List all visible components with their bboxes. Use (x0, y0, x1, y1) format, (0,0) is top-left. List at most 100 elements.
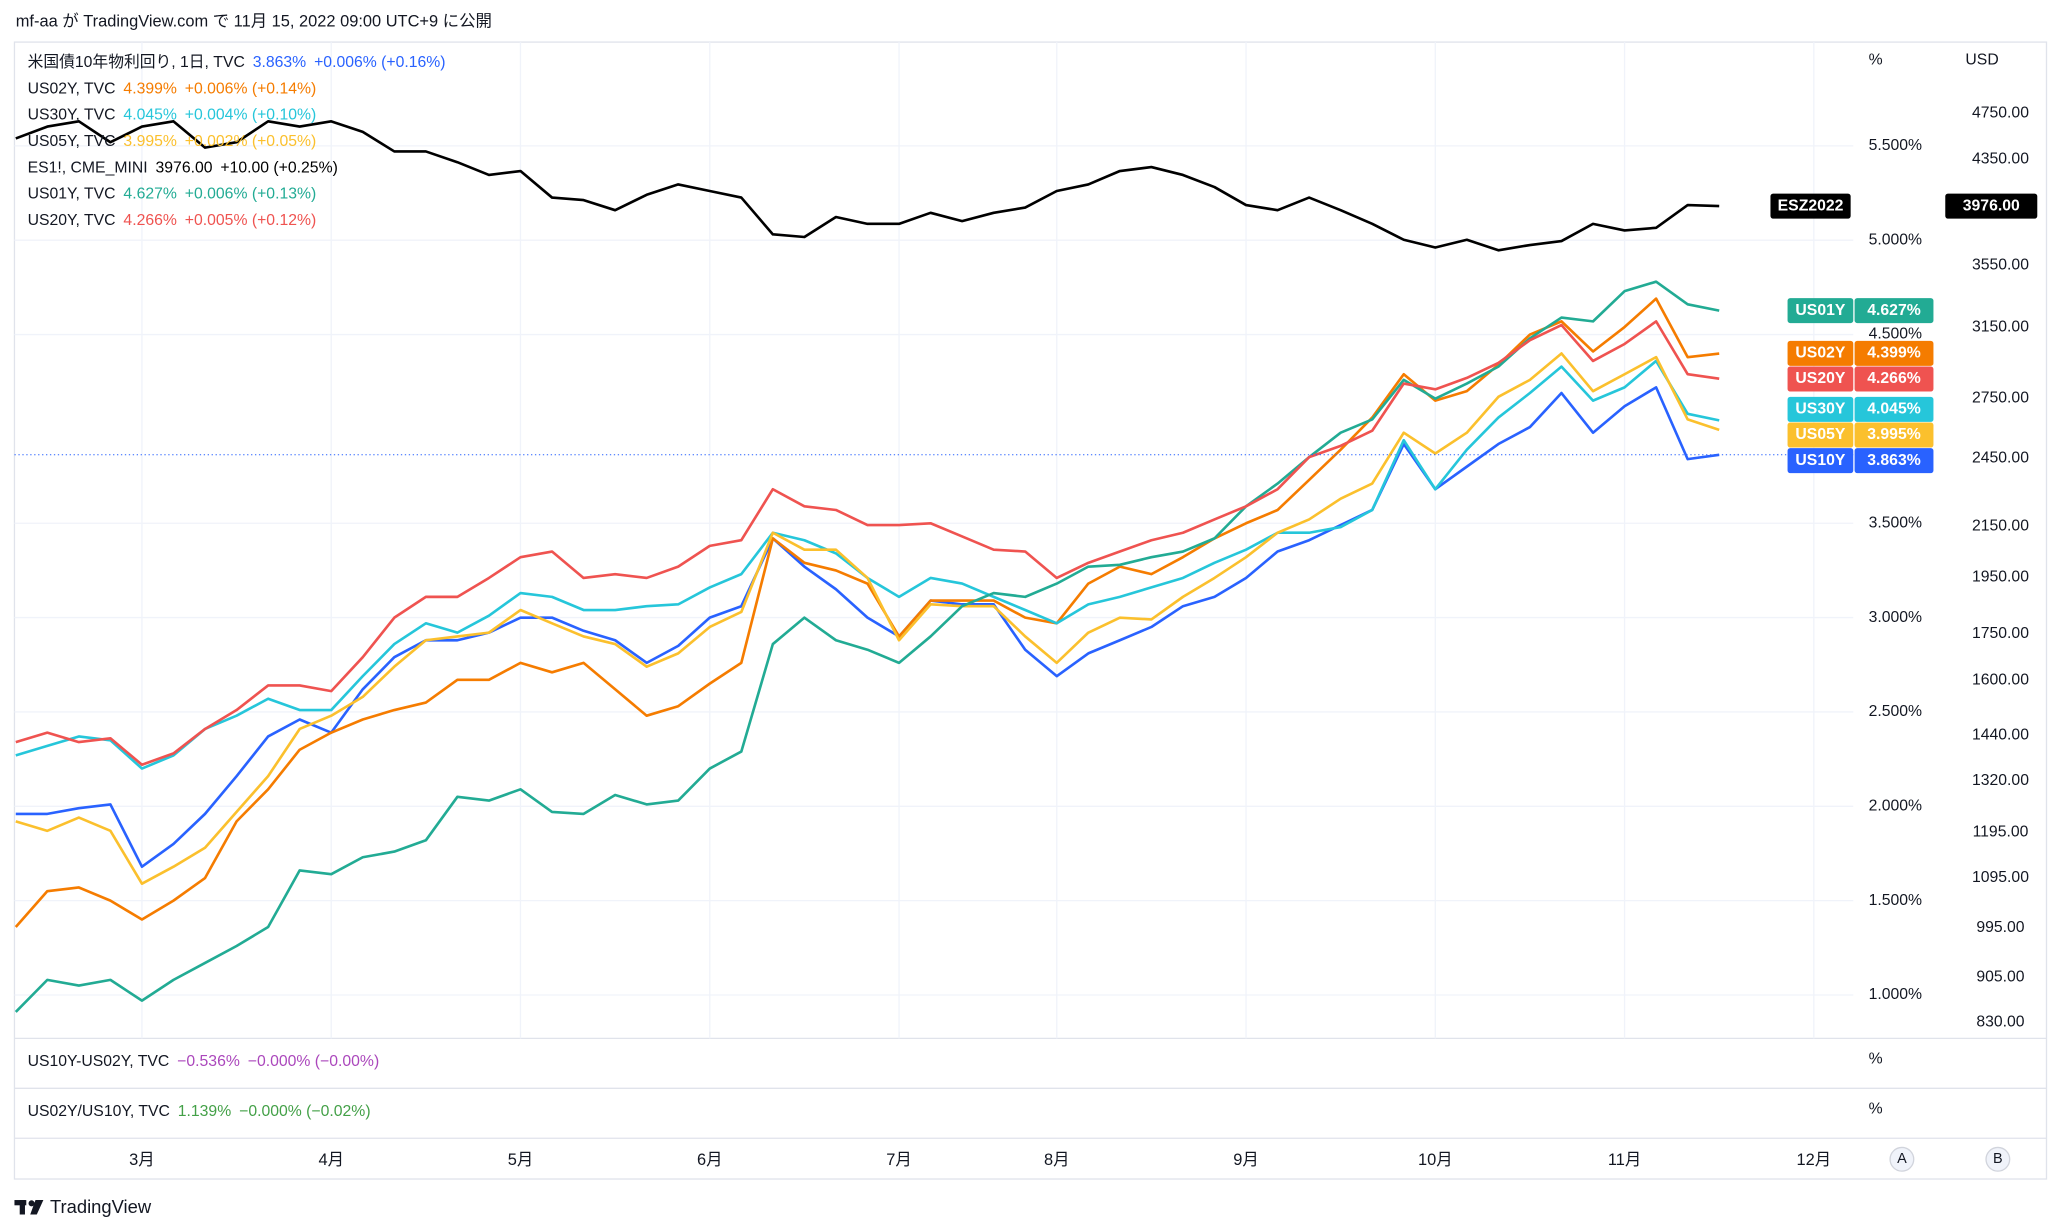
series-line (15, 352, 1720, 885)
tag-value-box (1854, 366, 1934, 392)
footer-brand: TradingView (50, 1196, 152, 1217)
pane-change: −0.000% (−0.02%) (239, 1103, 370, 1120)
y2-tick-label: 905.00 (1976, 969, 2024, 986)
legend-name: US20Y, TVC (28, 212, 116, 229)
legend-name: US02Y, TVC (28, 81, 116, 98)
legend-entry: US20Y, TVC 4.266% +0.005% (+0.12%) (28, 212, 317, 229)
y2-tick-label: 3550.00 (1972, 256, 2029, 273)
legend-change: +0.004% (+0.10%) (185, 107, 316, 124)
series-line (14, 280, 1720, 1013)
legend-entry: 米国債10年物利回り, 1日, TVC 3.863% +0.006% (+0.16%… (28, 53, 446, 71)
legend-name: US05Y, TVC (28, 133, 116, 150)
x-tick-label: 3月 (129, 1151, 155, 1169)
y2-tick-label: 2450.00 (1972, 450, 2029, 467)
tag-box (1787, 396, 1854, 422)
legend-value: 4.045% (123, 107, 176, 124)
tag-value: 4.045% (1867, 401, 1920, 418)
series-line (15, 120, 1720, 252)
tag-value: 3.995% (1867, 426, 1920, 443)
tag-name: ESZ2022 (1778, 197, 1844, 214)
control-a[interactable]: A (1889, 1146, 1915, 1172)
pane-change: −0.000% (−0.00%) (248, 1053, 379, 1070)
y2-tick-label: 1195.00 (1973, 824, 2029, 841)
y-tick-label: 1.000% (1869, 986, 1922, 1003)
x-tick-label: 12月 (1797, 1151, 1832, 1169)
footer-logo (14, 1200, 44, 1215)
y2-tick-label: 995.00 (1976, 919, 2024, 936)
tag-value: 4.266% (1867, 370, 1920, 387)
legend-change: +10.00 (+0.25%) (220, 159, 337, 176)
tag-value-box (1854, 422, 1934, 448)
legend-change: +0.006% (+0.14%) (185, 81, 316, 98)
pane-unit: % (1869, 1101, 1883, 1118)
tag-name: US05Y (1795, 426, 1845, 443)
y2-tick-label: 1320.00 (1972, 772, 2029, 789)
tag-name: US10Y (1795, 452, 1845, 469)
pane-name: US10Y-US02Y, TVC (28, 1053, 170, 1070)
pane-legend: US02Y/US10Y, TVC 1.139% −0.000% (−0.02%) (28, 1103, 371, 1120)
legend-name: 米国債10年物利回り, 1日, TVC (28, 53, 245, 71)
y-axis-unit: % (1869, 52, 1883, 69)
tag-value-box (1854, 448, 1934, 474)
logo-part (28, 1200, 35, 1207)
legend-value: 3.863% (253, 54, 306, 71)
legend-change: +0.005% (+0.12%) (185, 212, 316, 229)
legend-entry: US02Y, TVC 4.399% +0.006% (+0.14%) (28, 81, 317, 98)
tag-value: 3.863% (1867, 452, 1920, 469)
y2-tick-label: 1095.00 (1972, 869, 2029, 886)
header-text: mf-aa が TradingView.com で 11月 15, 2022 0… (16, 13, 492, 31)
legend-name: US30Y, TVC (28, 107, 116, 124)
x-tick-label: 9月 (1233, 1151, 1259, 1169)
y2-tick-label: 1950.00 (1972, 569, 2029, 586)
legend-change: +0.006% (+0.13%) (185, 186, 316, 203)
x-tick-label: 5月 (508, 1151, 534, 1169)
y2-tick-label: 1750.00 (1972, 625, 2029, 642)
legend-entry: US30Y, TVC 4.045% +0.004% (+0.10%) (28, 107, 317, 124)
tag-value: 4.399% (1867, 345, 1920, 362)
x-tick-label: 4月 (318, 1151, 344, 1169)
lines-layer (14, 120, 1854, 1013)
y2-tick-label: 1600.00 (1972, 672, 2029, 689)
grid-layer (14, 42, 1854, 1039)
legend-value: 3.995% (123, 133, 176, 150)
tag-name: US20Y (1795, 370, 1845, 387)
y2-tick-label: 4350.00 (1972, 150, 2029, 167)
legend-name: US01Y, TVC (28, 186, 116, 203)
pane-value: 1.139% (178, 1103, 231, 1120)
chart-frame (13, 41, 2048, 1180)
y2-tick-label: 830.00 (1976, 1014, 2024, 1031)
control-label[interactable]: A (1897, 1151, 1907, 1167)
y2-tick-label: 2150.00 (1972, 518, 2029, 535)
legend-value: 4.399% (123, 81, 176, 98)
tag-box (1787, 366, 1854, 392)
tag-box (1787, 340, 1854, 366)
y2-tick-label: 4750.00 (1972, 105, 2029, 122)
tag-box (1770, 193, 1851, 219)
logo-part (30, 1200, 44, 1215)
tag-box (1787, 448, 1854, 474)
legend-entry: US05Y, TVC 3.995% +0.002% (+0.05%) (28, 133, 317, 150)
tag-value: 3976.00 (1963, 197, 2020, 214)
y-tick-label: 5.500% (1869, 137, 1922, 154)
tag-name: US01Y (1795, 302, 1845, 319)
legend-entry: ES1!, CME_MINI 3976.00 +10.00 (+0.25%) (28, 159, 338, 176)
legend-value: 4.266% (123, 212, 176, 229)
control-b[interactable]: B (1985, 1146, 2011, 1172)
control-label[interactable]: B (1993, 1151, 2003, 1167)
legend-value: 3976.00 (156, 159, 213, 176)
y-tick-label: 4.500% (1869, 326, 1922, 343)
control-button[interactable] (1985, 1146, 2011, 1172)
tag-value-box (1854, 396, 1934, 422)
tag-name: US30Y (1795, 401, 1845, 418)
tag-value-box (1854, 298, 1934, 324)
y-tick-label: 3.000% (1869, 609, 1922, 626)
legend-change: +0.006% (+0.16%) (314, 54, 445, 71)
legend-value: 4.627% (123, 186, 176, 203)
pane-legend: US10Y-US02Y, TVC −0.536% −0.000% (−0.00%) (28, 1053, 380, 1070)
y2-axis-unit: USD (1965, 52, 1998, 69)
y-tick-label: 1.500% (1869, 892, 1922, 909)
legend-name: ES1!, CME_MINI (28, 159, 148, 176)
control-button[interactable] (1889, 1146, 1915, 1172)
